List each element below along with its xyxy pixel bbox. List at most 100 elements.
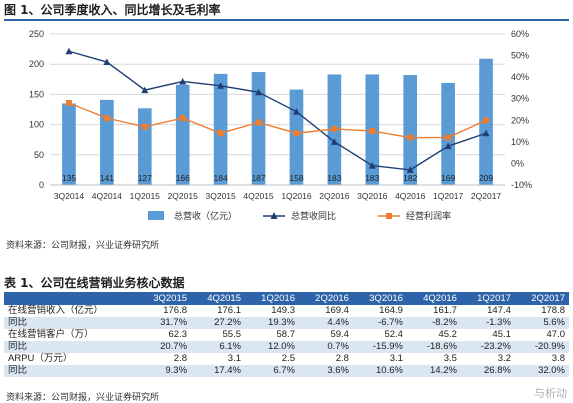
table-header-row: 3Q2015 4Q2015 1Q2016 2Q2016 3Q2016 4Q2016 1Q20…	[4, 292, 569, 305]
bar-value-label: 169	[441, 173, 455, 183]
bar-value-label: 166	[176, 173, 190, 183]
row-label: 在线营销客户（万）	[8, 329, 94, 340]
table-cell: 2.8	[173, 353, 188, 364]
table-cell: 10.6%	[352, 365, 407, 377]
bar-series	[62, 58, 493, 185]
bar-value-labels: 135 141 127 166 184 187 158 183 183 182 169 209	[62, 173, 494, 183]
table-cell: 3.5	[443, 353, 457, 364]
operating-margin-line	[68, 102, 487, 139]
table-cell: 2.8	[335, 353, 349, 364]
x-tick-label: 4Q2016	[395, 191, 426, 201]
table-title: 表 1、公司在线营销业务核心数据	[4, 276, 185, 290]
table-cell: 27.2%	[191, 317, 245, 329]
table-cell: 20.7%	[137, 341, 192, 353]
bar	[441, 82, 455, 185]
table-cell: 169.4	[325, 305, 349, 316]
bar-value-label: 158	[289, 173, 303, 183]
y-left-tick-label: 0	[39, 180, 44, 190]
operating-margin-point	[65, 100, 72, 107]
table-cell: 0.7%	[298, 341, 353, 353]
row-label: 同比	[4, 341, 138, 353]
column-header: 4Q2016	[406, 292, 461, 305]
table-cell: 2.5	[281, 353, 295, 364]
table-cell: 26.8%	[460, 365, 515, 377]
table-cell: 3.1	[389, 353, 403, 364]
table-cell: 4.4%	[298, 317, 353, 329]
bar-value-label: 183	[327, 173, 341, 183]
table-cell: 31.7%	[137, 317, 192, 329]
operating-margin-point	[141, 123, 148, 130]
table-cell: 17.4%	[191, 365, 245, 377]
table-cell: -20.9%	[514, 341, 569, 353]
operating-margin-point	[407, 134, 414, 141]
table-cell: 45.1	[492, 329, 511, 340]
y-left-tick-label: 250	[29, 29, 44, 39]
table-row: ARPU（万元） 2.8 3.1 2.5 2.8 3.1 3.5 3.2 3.8	[4, 353, 569, 365]
legend-marker-square	[386, 213, 392, 219]
x-tick-label: 2Q2017	[471, 191, 502, 201]
row-label: 在线营销收入（亿元）	[8, 305, 104, 316]
y-right-tick-label: 60%	[511, 29, 529, 39]
watermark: 与析动	[534, 387, 567, 400]
x-tick-label: 2Q2015	[168, 191, 199, 201]
table-row: 在线营销收入（亿元） 176.8 176.1 149.3 169.4 164.9 161.7…	[4, 305, 569, 317]
table-source: 资料来源：公司财报，兴业证券研究所	[6, 393, 160, 403]
x-tick-label: 3Q2015	[206, 191, 237, 201]
yoy-growth-point	[482, 129, 490, 137]
yoy-growth-point	[141, 86, 149, 94]
axes: 0 50 100 150 200 250 -10% 0% 10% 20% 30% 40% 50% 60% 3…	[29, 29, 532, 201]
yoy-growth-line	[68, 50, 487, 171]
y-right-tick-label: 10%	[511, 137, 529, 147]
x-tick-label: 3Q2014	[54, 191, 85, 201]
table-row: 同比 31.7% 27.2% 19.3% 4.4% -6.7% -8.2% -1.3% 5.6%	[4, 317, 569, 329]
row-label: ARPU（万元）	[8, 353, 73, 364]
y-right-tick-label: 20%	[511, 115, 529, 125]
x-tick-label: 1Q2017	[433, 191, 464, 201]
yoy-growth-point	[217, 82, 225, 89]
header-corner	[4, 292, 138, 305]
bar-value-label: 209	[479, 173, 493, 183]
table-cell: 3.8	[551, 353, 565, 364]
table-cell: 3.6%	[298, 365, 353, 377]
yoy-growth-point	[368, 162, 376, 169]
x-tick-label: 4Q2015	[243, 191, 274, 201]
legend-swatch-revenue	[148, 211, 164, 220]
y-right-tick-label: -10%	[511, 180, 532, 190]
bar-value-label: 187	[251, 173, 265, 183]
table-cell: 14.2%	[406, 365, 461, 377]
table-cell: 55.5	[222, 329, 242, 340]
legend: 总营收（亿元） 总营收同比 经营利润率	[148, 210, 451, 222]
table-cell: 3.1	[227, 353, 241, 364]
bar-value-label: 182	[403, 173, 417, 183]
y-left-tick-label: 100	[29, 120, 44, 130]
core-data-table: 3Q2015 4Q2015 1Q2016 2Q2016 3Q2016 4Q2016 1Q20…	[4, 292, 569, 377]
column-header: 1Q2016	[245, 292, 299, 305]
legend-label: 经营利润率	[406, 210, 451, 222]
bar-value-label: 135	[62, 173, 76, 183]
yoy-growth-point	[292, 108, 300, 115]
bar	[100, 99, 114, 185]
operating-margin-point	[331, 125, 338, 132]
operating-margin-point	[483, 117, 490, 124]
column-header: 1Q2017	[460, 292, 515, 305]
table-cell: 176.1	[217, 305, 241, 316]
table-cell: -15.9%	[352, 341, 407, 353]
yoy-growth-point	[406, 166, 414, 173]
table-cell: 45.2	[438, 329, 457, 340]
column-header: 3Q2015	[137, 292, 192, 305]
y-right-tick-label: 0%	[511, 158, 524, 168]
y-left-tick-label: 200	[29, 59, 44, 69]
y-right-tick-label: 50%	[511, 51, 529, 61]
yoy-growth-point	[65, 47, 73, 55]
table-cell: -1.3%	[460, 317, 515, 329]
x-tick-label: 3Q2016	[357, 191, 388, 201]
table-cell: 164.9	[379, 305, 403, 316]
table-cell: 161.7	[433, 305, 457, 316]
column-header: 4Q2015	[191, 292, 245, 305]
y-left-tick-label: 150	[29, 89, 44, 99]
operating-margin-point	[369, 128, 376, 135]
x-tick-label: 2Q2016	[319, 191, 350, 201]
revenue-chart: 135 141 127 166 184 187 158 183 183 182 169 209 0 50…	[29, 29, 532, 222]
table-row: 同比 20.7% 6.1% 12.0% 0.7% -15.9% -18.6% -23.2% -2…	[4, 341, 569, 353]
y-right-tick-label: 30%	[511, 94, 529, 104]
